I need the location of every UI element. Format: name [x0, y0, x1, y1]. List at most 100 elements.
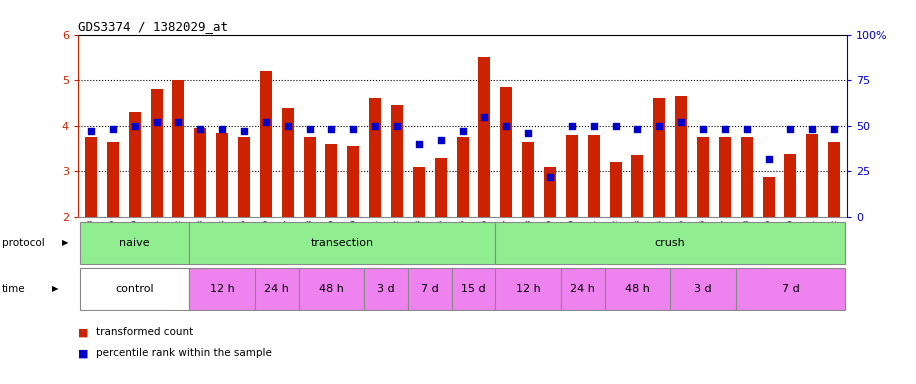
Text: 3 d: 3 d	[694, 284, 712, 294]
Bar	[697, 137, 709, 217]
Bar	[478, 57, 490, 217]
Text: 3 d: 3 d	[377, 284, 395, 294]
Bar	[522, 142, 534, 217]
Bar	[605, 268, 671, 310]
Bar	[544, 167, 556, 217]
Text: 24 h: 24 h	[265, 284, 289, 294]
Bar	[806, 134, 818, 217]
Bar	[456, 137, 469, 217]
Text: naive: naive	[119, 238, 150, 248]
Point	[258, 119, 273, 125]
Point	[783, 126, 798, 132]
Point	[236, 128, 251, 134]
Bar	[763, 177, 775, 217]
Bar	[150, 89, 162, 217]
Bar	[828, 142, 840, 217]
Bar	[369, 98, 381, 217]
Point	[827, 126, 842, 132]
Text: 15 d: 15 d	[461, 284, 485, 294]
Bar	[190, 268, 255, 310]
Text: ▶: ▶	[52, 285, 59, 293]
Bar	[194, 128, 206, 217]
Point	[368, 123, 383, 129]
Point	[695, 126, 710, 132]
Bar	[500, 87, 512, 217]
Point	[455, 128, 470, 134]
Point	[542, 174, 557, 180]
Text: 7 d: 7 d	[421, 284, 439, 294]
Point	[499, 123, 514, 129]
Bar	[299, 268, 365, 310]
Bar	[435, 158, 447, 217]
Bar	[190, 222, 496, 264]
Bar	[216, 132, 228, 217]
Text: 48 h: 48 h	[625, 284, 649, 294]
Bar	[413, 167, 425, 217]
Bar	[719, 137, 731, 217]
Point	[717, 126, 732, 132]
Bar	[303, 137, 316, 217]
Bar	[408, 268, 452, 310]
Text: transformed count: transformed count	[96, 327, 193, 337]
Point	[171, 119, 186, 125]
Point	[805, 126, 820, 132]
Point	[105, 126, 120, 132]
Text: 48 h: 48 h	[319, 284, 344, 294]
Bar	[325, 144, 337, 217]
Text: 12 h: 12 h	[210, 284, 234, 294]
Point	[433, 137, 448, 144]
Bar	[736, 268, 845, 310]
Point	[302, 126, 317, 132]
Bar	[561, 268, 605, 310]
Text: 12 h: 12 h	[516, 284, 540, 294]
Point	[193, 126, 208, 132]
Bar	[496, 268, 561, 310]
Bar	[784, 154, 797, 217]
Point	[652, 123, 667, 129]
Bar	[741, 137, 753, 217]
Text: 24 h: 24 h	[571, 284, 595, 294]
Point	[127, 123, 142, 129]
Text: time: time	[2, 284, 26, 294]
Point	[761, 156, 776, 162]
Bar	[391, 105, 403, 217]
Point	[346, 126, 361, 132]
Bar	[255, 268, 299, 310]
Point	[411, 141, 426, 147]
Bar	[631, 156, 643, 217]
Bar	[80, 268, 190, 310]
Point	[739, 126, 754, 132]
Point	[564, 123, 579, 129]
Bar	[496, 222, 845, 264]
Text: crush: crush	[655, 238, 685, 248]
Point	[280, 123, 295, 129]
Bar	[260, 71, 272, 217]
Bar	[172, 80, 184, 217]
Bar	[365, 268, 408, 310]
Point	[630, 126, 645, 132]
Bar	[347, 146, 359, 217]
Text: transection: transection	[311, 238, 374, 248]
Point	[389, 123, 404, 129]
Bar	[609, 162, 622, 217]
Text: ■: ■	[78, 348, 88, 358]
Point	[83, 128, 98, 134]
Bar	[85, 137, 97, 217]
Point	[149, 119, 164, 125]
Point	[586, 123, 601, 129]
Point	[214, 126, 229, 132]
Bar	[107, 142, 119, 217]
Text: protocol: protocol	[2, 238, 45, 248]
Point	[608, 123, 623, 129]
Text: percentile rank within the sample: percentile rank within the sample	[96, 348, 272, 358]
Text: ▶: ▶	[62, 238, 69, 247]
Bar	[452, 268, 496, 310]
Bar	[128, 112, 141, 217]
Bar	[80, 222, 190, 264]
Bar	[566, 135, 578, 217]
Point	[674, 119, 689, 125]
Text: 7 d: 7 d	[781, 284, 800, 294]
Point	[477, 114, 492, 120]
Point	[324, 126, 339, 132]
Bar	[588, 135, 600, 217]
